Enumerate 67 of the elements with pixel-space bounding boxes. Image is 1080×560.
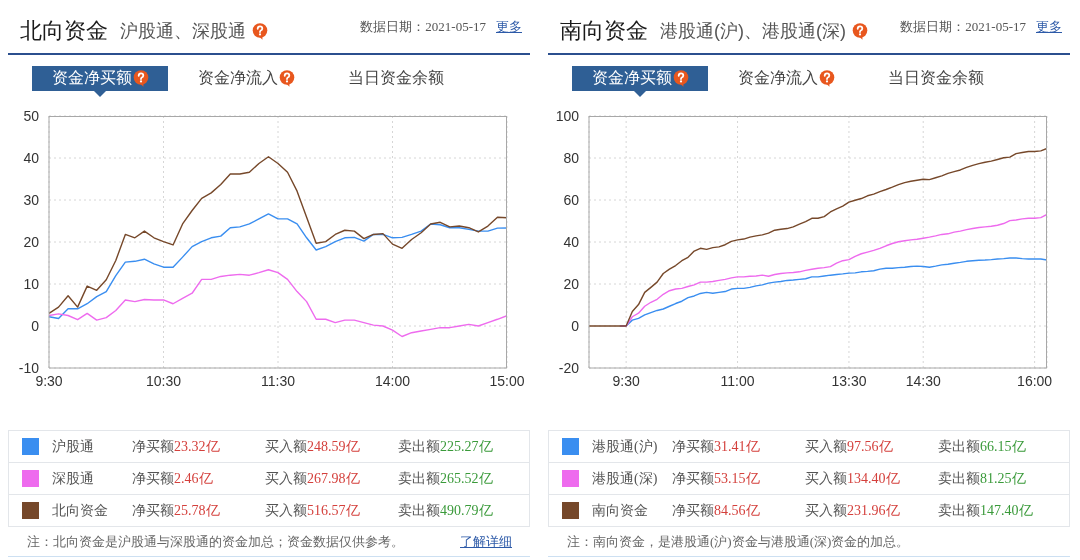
text: 买入额516.57亿	[265, 503, 360, 518]
text: 数据日期：2021-05-17	[900, 18, 1026, 36]
legend-label: 北向资金	[52, 502, 108, 520]
text: 注：北向资金是沪股通与深股通的资金加总；资金数据仅供参考。	[27, 533, 404, 551]
text: 卖出额265.52亿	[398, 471, 493, 486]
text: 买入额248.59亿	[265, 439, 360, 454]
line-series	[49, 269, 507, 338]
x-tick-label: 9:30	[612, 372, 640, 389]
line-series	[589, 147, 1047, 327]
x-tick-label: 14:30	[905, 372, 941, 389]
y-tick-label: 20	[23, 233, 40, 250]
line-series	[49, 213, 507, 320]
text: 了解详细	[460, 533, 512, 551]
legend-label: 沪股通	[52, 438, 94, 456]
y-tick-label: 0	[571, 317, 580, 334]
text: 净买额23.32亿	[132, 439, 220, 454]
y-tick-label: 0	[31, 317, 40, 334]
y-tick-label: 30	[23, 191, 40, 208]
x-tick-label: 11:30	[261, 372, 296, 389]
x-tick-label: 10:30	[145, 372, 182, 389]
text: 买入额134.40亿	[805, 471, 900, 486]
text: 更多	[496, 18, 522, 36]
y-tick-label: 80	[563, 149, 580, 166]
text: 资金净买额	[591, 68, 672, 88]
text: 买入额231.96亿	[805, 503, 900, 518]
chart-subtitle: 沪股通、深股通	[120, 20, 246, 43]
legend-label: 港股通(深)	[592, 470, 658, 488]
text: 当日资金余额	[348, 68, 444, 88]
legend-label: 南向资金	[592, 502, 648, 520]
legend-label: 港股通(沪)	[592, 438, 658, 456]
x-tick-label: 11:00	[720, 372, 755, 389]
chart-title: 北向资金	[20, 17, 108, 45]
x-tick-label: 13:30	[831, 372, 867, 389]
text: 卖出额225.27亿	[398, 439, 493, 454]
text: 卖出额147.40亿	[938, 503, 1033, 518]
text: 资金净流入	[198, 68, 278, 88]
text: 买入额97.56亿	[805, 439, 893, 454]
text: 卖出额66.15亿	[938, 439, 1026, 454]
text: 买入额267.98亿	[265, 471, 360, 486]
text: 净买额53.15亿	[672, 471, 760, 486]
chart-title: 南向资金	[560, 17, 648, 45]
legend-label: 深股通	[52, 470, 94, 488]
text: 净买额31.41亿	[672, 439, 760, 454]
y-tick-label: 40	[23, 149, 40, 166]
y-tick-label: 40	[563, 233, 580, 250]
y-tick-label: 20	[563, 275, 580, 292]
text: 净买额84.56亿	[672, 503, 760, 518]
y-tick-label: 100	[555, 107, 580, 124]
x-tick-label: 14:00	[374, 372, 411, 389]
text: 净买额2.46亿	[132, 471, 213, 486]
chart-subtitle: 港股通(沪)、港股通(深)	[660, 20, 846, 43]
y-tick-label: 10	[23, 275, 40, 292]
text: 更多	[1036, 18, 1062, 36]
text: 数据日期：2021-05-17	[360, 18, 486, 36]
text: 净买额25.78亿	[132, 503, 220, 518]
line-series	[49, 156, 507, 315]
y-tick-label: 60	[563, 191, 580, 208]
text: 注：南向资金，是港股通(沪)资金与港股通(深)资金的加总。	[567, 533, 910, 551]
x-tick-label: 16:00	[1017, 372, 1053, 389]
y-tick-label: 50	[23, 107, 40, 124]
text: 资金净买额	[51, 68, 132, 88]
text: 当日资金余额	[888, 68, 984, 88]
text: 卖出额81.25亿	[938, 471, 1026, 486]
text: 资金净流入	[738, 68, 818, 88]
y-tick-label: -20	[558, 359, 580, 376]
x-tick-label: 15:00	[489, 372, 525, 389]
text: 卖出额490.79亿	[398, 503, 493, 518]
